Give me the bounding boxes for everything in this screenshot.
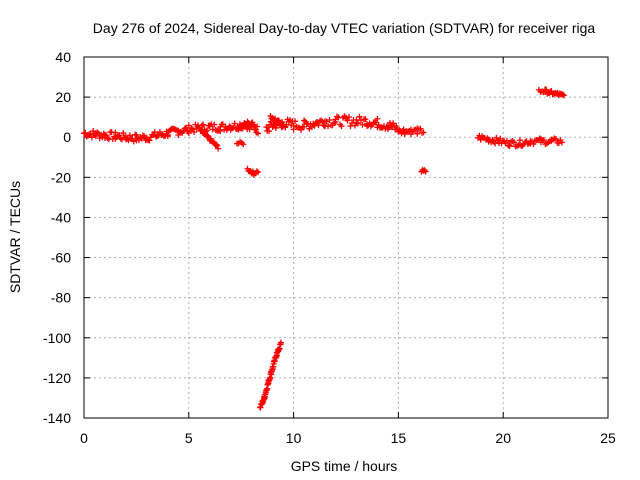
series-main-band	[81, 119, 261, 144]
plot-border	[84, 57, 608, 418]
y-axis-ticks: 40 20 0 -20 -40 -60 -80 -100 -120 -140	[43, 49, 608, 426]
x-tick-label: 0	[80, 430, 88, 446]
data-point	[200, 122, 206, 128]
y-tick-label: -20	[51, 169, 71, 185]
sdtvar-chart: Day 276 of 2024, Sidereal Day-to-day VTE…	[0, 0, 640, 480]
chart-title: Day 276 of 2024, Sidereal Day-to-day VTE…	[93, 20, 596, 36]
y-tick-label: -100	[43, 330, 71, 346]
y-tick-label: -60	[51, 250, 71, 266]
y-tick-label: -40	[51, 209, 71, 225]
y-tick-label: 0	[63, 129, 71, 145]
series-band-9-12	[263, 113, 401, 134]
y-tick-label: 20	[55, 89, 71, 105]
data-points	[81, 86, 567, 410]
x-tick-label: 25	[600, 430, 616, 446]
y-tick-label: 40	[55, 49, 71, 65]
plot-frame	[84, 57, 608, 418]
x-axis-label: GPS time / hours	[291, 458, 398, 474]
series-isolated-16	[418, 167, 428, 175]
x-tick-label: 5	[185, 430, 193, 446]
series-upper-22	[536, 86, 567, 98]
series-outlier-steep	[257, 340, 284, 411]
y-tick-label: -140	[43, 410, 71, 426]
x-tick-label: 20	[495, 430, 511, 446]
grid-lines	[84, 57, 608, 418]
y-tick-label: -80	[51, 290, 71, 306]
y-axis-label: SDTVAR / TECUs	[7, 181, 23, 293]
series-cluster-8	[244, 166, 260, 178]
series-isolated-7.5	[234, 139, 246, 148]
y-tick-label: -120	[43, 370, 71, 386]
x-tick-label: 15	[391, 430, 407, 446]
x-tick-label: 10	[286, 430, 302, 446]
series-band-15-16	[395, 125, 426, 137]
series-band-19-23	[475, 133, 565, 149]
x-axis-ticks: 0 5 10 15 20 25	[80, 57, 616, 446]
